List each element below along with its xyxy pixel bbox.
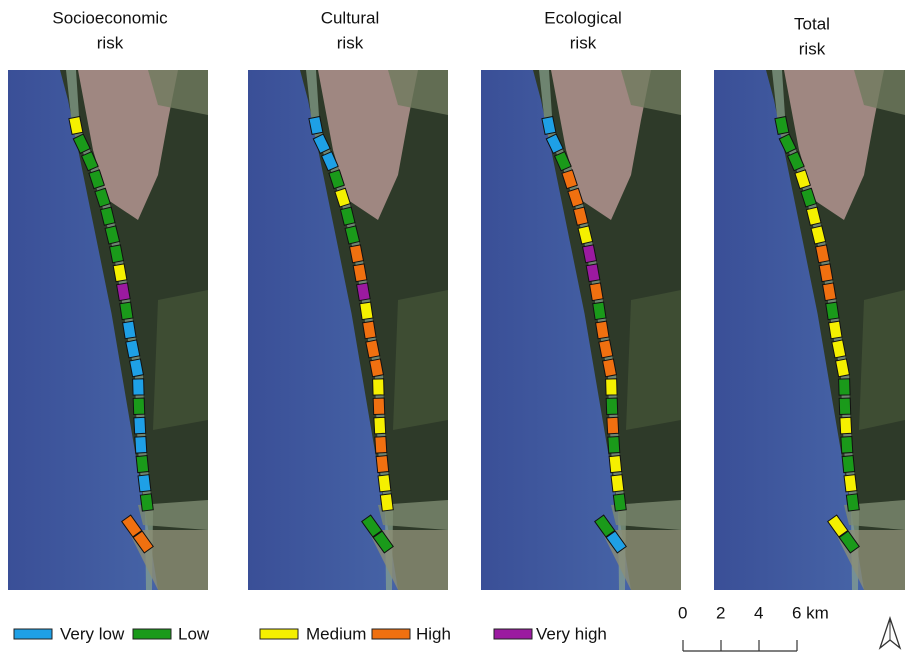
- coast-segment: [841, 436, 853, 453]
- scale-label: 0: [678, 603, 687, 622]
- map-panel: Socioeconomic risk: [8, 8, 208, 590]
- coast-segment: [120, 302, 133, 320]
- panel-title: Total: [794, 14, 830, 33]
- coast-segment: [583, 245, 597, 263]
- satellite-background: [8, 70, 208, 590]
- panel-title: Socioeconomic: [52, 8, 168, 27]
- coast-segment: [370, 359, 384, 377]
- fields: [393, 290, 448, 430]
- coast-segment: [593, 302, 606, 320]
- coast-segment: [586, 264, 600, 282]
- coast-segment: [123, 321, 136, 339]
- coast-segment: [117, 283, 131, 301]
- map-panel: Total risk: [714, 14, 905, 590]
- coast-segment: [603, 359, 617, 377]
- coast-segment: [606, 398, 618, 414]
- coast-segment: [611, 475, 624, 492]
- coast-segment: [376, 456, 389, 473]
- coast-segment: [353, 264, 367, 282]
- fields: [626, 290, 681, 430]
- panel-title: risk: [97, 33, 124, 52]
- coast-segment: [138, 475, 151, 492]
- coast-segment: [829, 321, 842, 339]
- fields: [859, 290, 905, 430]
- panel-title: risk: [570, 33, 597, 52]
- coast-segment: [113, 264, 127, 282]
- coast-segment: [823, 283, 837, 301]
- coast-segment: [840, 417, 852, 434]
- legend-label: High: [416, 624, 451, 643]
- coast-segment: [378, 475, 391, 492]
- legend-swatch: [133, 629, 171, 639]
- coast-segment: [596, 321, 609, 339]
- coast-segment: [826, 302, 839, 320]
- coast-segment: [836, 359, 850, 377]
- legend-swatch: [260, 629, 298, 639]
- coast-segment: [373, 398, 385, 414]
- legend-label: Medium: [306, 624, 366, 643]
- panel-title: risk: [799, 39, 826, 58]
- coast-segment: [363, 321, 376, 339]
- coast-segment: [136, 456, 149, 473]
- coast-segment: [134, 417, 146, 434]
- legend-label: Very low: [60, 624, 125, 643]
- panel-title: Ecological: [544, 8, 622, 27]
- coast-segment: [357, 283, 371, 301]
- legend-label: Very high: [536, 624, 607, 643]
- coast-segment: [842, 456, 855, 473]
- coast-segment: [110, 245, 124, 263]
- coast-segment: [135, 436, 147, 453]
- coast-segment: [360, 302, 373, 320]
- coast-segment: [590, 283, 604, 301]
- coast-segment: [606, 379, 617, 395]
- coast-segment: [130, 359, 144, 377]
- coast-segment: [816, 245, 830, 263]
- coast-segment: [373, 379, 384, 395]
- satellite-background: [714, 70, 905, 590]
- satellite-background: [481, 70, 681, 590]
- panel-title: risk: [337, 33, 364, 52]
- coast-segment: [607, 417, 619, 434]
- fields: [153, 290, 208, 430]
- coast-segment: [133, 379, 144, 395]
- legend-label: Low: [178, 624, 210, 643]
- scale-label: 6 km: [792, 603, 829, 622]
- satellite-background: [248, 70, 448, 590]
- scale-label: 2: [716, 603, 725, 622]
- coast-segment: [609, 456, 622, 473]
- legend-swatch: [14, 629, 52, 639]
- panel-title: Cultural: [321, 8, 380, 27]
- coast-segment: [140, 494, 153, 511]
- coast-segment: [375, 436, 387, 453]
- coast-segment: [846, 494, 859, 511]
- coast-segment: [133, 398, 145, 414]
- coast-segment: [350, 245, 364, 263]
- coast-segment: [839, 398, 851, 414]
- map-panel: Cultural risk: [248, 8, 448, 590]
- coast-segment: [819, 264, 833, 282]
- legend-swatch: [372, 629, 410, 639]
- legend-swatch: [494, 629, 532, 639]
- coast-segment: [374, 417, 386, 434]
- coast-segment: [608, 436, 620, 453]
- map-panel: Ecological risk: [481, 8, 681, 590]
- figure: Socioeconomic risk Cultural risk Ecological r…: [0, 0, 905, 655]
- coast-segment: [839, 379, 850, 395]
- coast-segment: [844, 475, 857, 492]
- north-arrow: [880, 618, 900, 648]
- coast-segment: [613, 494, 626, 511]
- scale-label: 4: [754, 603, 763, 622]
- coast-segment: [380, 494, 393, 511]
